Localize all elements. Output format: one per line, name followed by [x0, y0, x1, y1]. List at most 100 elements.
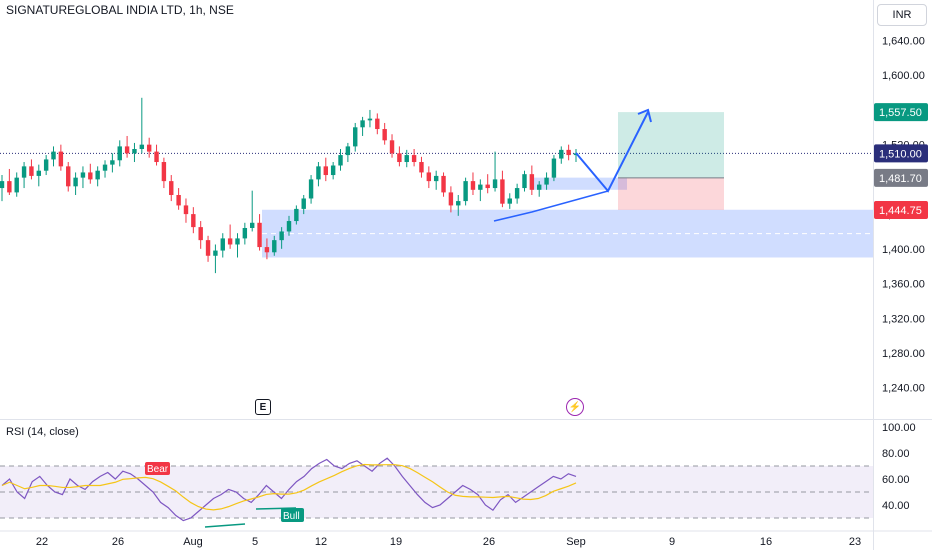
candle-body — [205, 240, 211, 256]
lightning-icon[interactable]: ⚡ — [566, 398, 584, 416]
candle-body — [88, 172, 93, 180]
candle-body — [242, 227, 248, 239]
price-tick-label: 1,640.00 — [882, 36, 925, 48]
rsi-tick-label: 100.00 — [882, 422, 916, 434]
candle-body — [301, 198, 306, 209]
rsi-tick-label: 80.00 — [882, 448, 910, 460]
trendline — [493, 190, 609, 222]
rsi-layer: 100.00 80.00 60.00 40.00 Bear Bull — [0, 422, 916, 528]
candle-body — [102, 164, 108, 171]
time-label: 23 — [849, 536, 861, 548]
candle-body — [43, 159, 49, 171]
candle-body — [470, 181, 476, 190]
price-axis-layer: 1,640.001,600.001,560.001,520.001,480.00… — [874, 36, 928, 395]
arrow-head — [637, 108, 652, 123]
rsi-title[interactable]: RSI (14, close) — [6, 426, 79, 438]
candle-body — [191, 214, 196, 228]
candle-body — [235, 238, 240, 245]
candle-body — [29, 166, 34, 176]
symbol-title[interactable]: SIGNATUREGLOBAL INDIA LTD, 1h, NSE — [6, 3, 234, 17]
rsi-line — [1, 457, 577, 522]
time-label: 16 — [760, 536, 772, 548]
candle-body — [389, 140, 395, 154]
candle-body — [345, 146, 351, 156]
candles-layer — [0, 97, 579, 274]
candle-body — [404, 155, 409, 163]
candle-body — [36, 170, 42, 176]
candle-body — [66, 166, 71, 187]
candle-body — [213, 250, 218, 256]
projection-arrow — [575, 111, 649, 193]
candle-body — [397, 153, 402, 163]
time-label: 5 — [252, 536, 258, 548]
time-label: 26 — [483, 536, 495, 548]
candle-body — [375, 118, 380, 130]
candle-body — [514, 188, 520, 199]
time-label: Sep — [566, 536, 586, 548]
candle-body — [183, 205, 189, 215]
axis-divider — [873, 0, 874, 550]
candle-body — [536, 184, 542, 190]
candle-body — [58, 151, 64, 167]
profit-zone — [618, 112, 724, 178]
candle-body — [124, 146, 130, 154]
time-label: 12 — [315, 536, 327, 548]
time-label: 9 — [669, 536, 675, 548]
currency-selector[interactable]: INR — [877, 4, 927, 26]
pane-divider[interactable] — [0, 419, 932, 420]
candle-body — [73, 177, 78, 187]
candle-body — [154, 151, 159, 163]
bear-label: Bear — [147, 464, 169, 475]
candle-body — [463, 181, 468, 202]
candle-body — [338, 155, 343, 166]
time-label: 26 — [112, 536, 124, 548]
candle-body — [257, 222, 262, 248]
candle-body — [367, 118, 373, 121]
candle-body — [485, 184, 490, 189]
bear-badge — [145, 462, 170, 475]
loss-zone — [618, 177, 724, 210]
candle-body — [529, 174, 535, 190]
rsi-tick-label: 60.00 — [882, 474, 910, 486]
candle-body — [330, 165, 336, 176]
candle-body — [264, 247, 270, 253]
candle-body — [286, 221, 292, 232]
candle-body — [492, 179, 498, 189]
candle-body — [419, 162, 424, 173]
candle-body — [559, 149, 564, 159]
time-label: 19 — [390, 536, 402, 548]
candle-body — [478, 184, 483, 190]
candle-body — [198, 227, 203, 241]
candle-body — [14, 177, 19, 193]
bull-badge — [281, 508, 304, 522]
candle-body — [522, 174, 527, 189]
candle-body — [566, 149, 571, 156]
price-badge — [874, 168, 928, 187]
candle-body — [132, 149, 137, 154]
price-tick-label: 1,280.00 — [882, 348, 925, 360]
price-badge — [874, 144, 928, 163]
candle-body — [95, 170, 100, 180]
candle-body — [146, 144, 152, 152]
candle-body — [51, 151, 56, 160]
price-tick-label: 1,400.00 — [882, 244, 925, 256]
bull-divergence-line — [204, 523, 246, 528]
candle-body — [323, 166, 329, 176]
price-tick-label: 1,360.00 — [882, 279, 925, 291]
candle-body — [176, 195, 181, 206]
candle-body — [21, 166, 27, 178]
candle-body — [80, 172, 86, 178]
candle-body — [382, 129, 387, 141]
candle-body — [272, 240, 277, 253]
price-badge-label: 1,481.70 — [879, 173, 922, 185]
candle-body — [220, 238, 225, 251]
price-badge — [874, 200, 928, 219]
price-tick-label: 1,600.00 — [882, 70, 925, 82]
price-badge-label: 1,444.75 — [879, 205, 922, 217]
candle-body — [139, 144, 145, 149]
earnings-icon[interactable]: E — [255, 399, 271, 415]
time-label: Aug — [183, 536, 203, 548]
price-tick-label: 1,320.00 — [882, 313, 925, 325]
